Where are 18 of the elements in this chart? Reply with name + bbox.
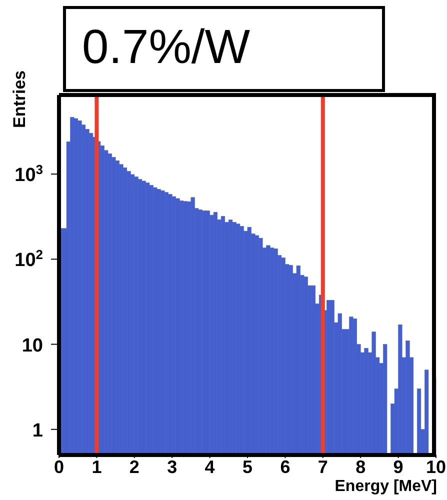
x-axis-title: Energy [MeV] bbox=[334, 478, 437, 496]
y-tick-label: 10 bbox=[22, 335, 43, 356]
x-tick-label: 0 bbox=[54, 456, 64, 477]
y-axis-title: Entries bbox=[10, 70, 30, 128]
x-tick-label: 6 bbox=[280, 456, 290, 477]
x-tick-label: 5 bbox=[242, 456, 253, 477]
x-tick-label: 9 bbox=[393, 456, 404, 477]
y-tick-label: 10$^{3}$ bbox=[14, 162, 43, 186]
chart-title: 0.7%/W bbox=[63, 6, 385, 92]
x-tick-label: 10 bbox=[426, 456, 446, 477]
y-tick-label: 1 bbox=[32, 420, 44, 442]
x-tick-label: 8 bbox=[356, 456, 366, 477]
x-tick-label: 7 bbox=[318, 456, 328, 477]
x-tick-label: 2 bbox=[129, 456, 140, 477]
x-tick-label: 4 bbox=[204, 456, 215, 477]
y-tick-label: 10$^{2}$ bbox=[14, 246, 43, 272]
x-tick-label: 3 bbox=[167, 456, 178, 477]
x-tick-label: 1 bbox=[92, 456, 102, 477]
